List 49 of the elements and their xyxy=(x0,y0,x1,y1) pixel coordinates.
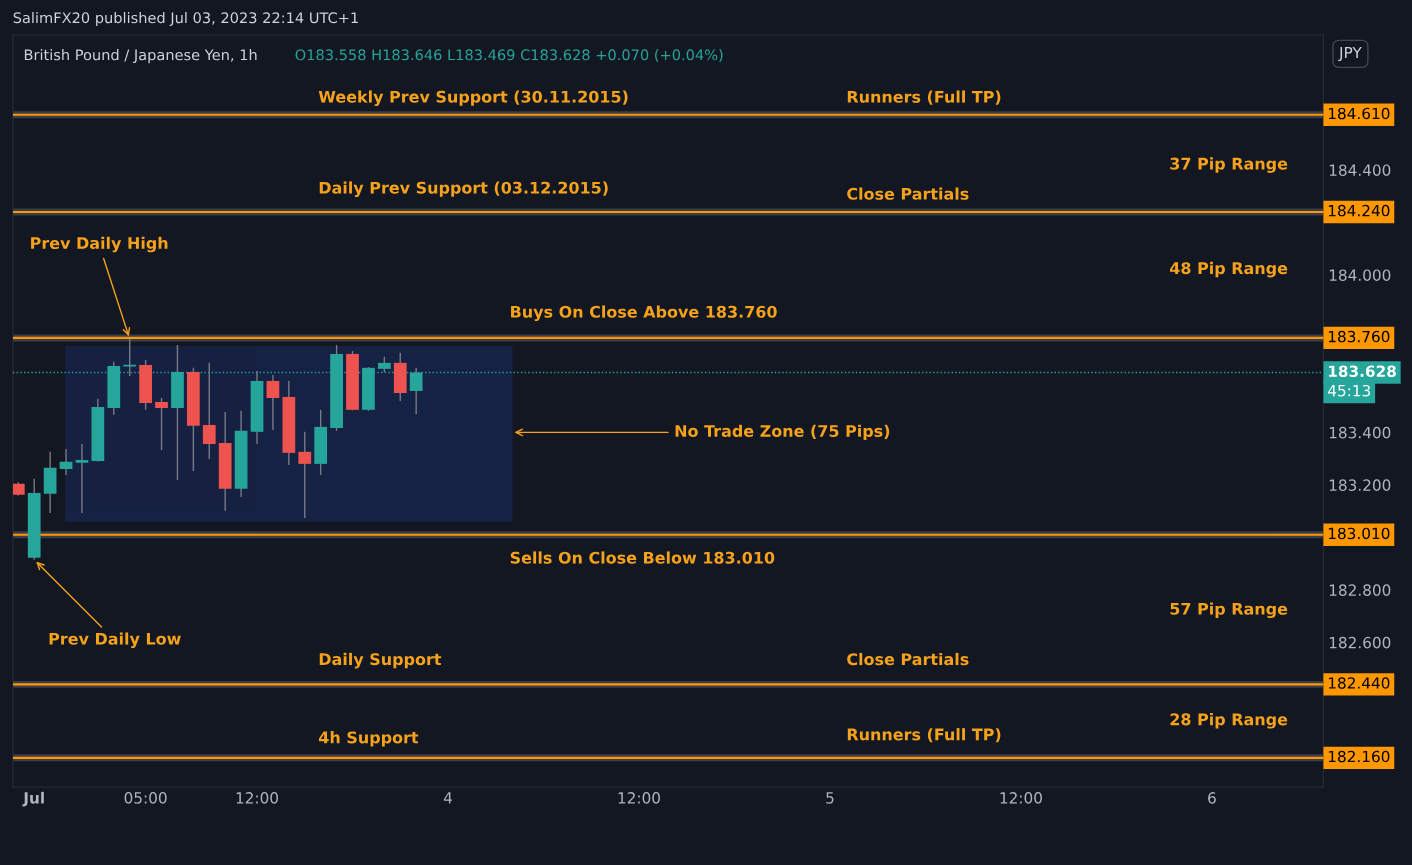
ref-line-label: 184.240 xyxy=(1328,204,1390,217)
x-tick-label: 12:00 xyxy=(1000,792,1042,804)
annotation: Prev Daily High xyxy=(31,236,168,253)
text: British Pound / Japanese Yen, 1h xyxy=(24,49,257,64)
annotation: 57 Pip Range xyxy=(1170,602,1288,619)
ref-line-label: 183.628 xyxy=(1328,365,1396,377)
annotation: Close Partials xyxy=(847,652,969,666)
x-tick-label: 6 xyxy=(1208,792,1216,804)
ref-line-label: 182.160 xyxy=(1328,750,1390,763)
candlestick xyxy=(266,374,280,431)
annotation: Sells On Close Below 183.010 xyxy=(510,551,775,564)
y-tick-label: 183.400 xyxy=(1329,426,1391,439)
ref-line-label: 182.440 xyxy=(1328,677,1390,689)
annotation: Daily Prev Support (03.12.2015) xyxy=(319,181,608,197)
y-tick-label: 184.400 xyxy=(1329,164,1391,176)
candlestick xyxy=(298,431,312,519)
x-tick-label: 12:00 xyxy=(618,792,660,804)
x-tick-label: 5 xyxy=(826,792,834,804)
x-tick-label: 12:00 xyxy=(236,792,279,804)
x-tick-label: 4 xyxy=(443,792,452,804)
candlestick xyxy=(59,448,73,476)
annotation: Weekly Prev Support (30.11.2015) xyxy=(318,90,628,106)
text: 45:13 xyxy=(1328,384,1371,397)
annotation: 4h Support xyxy=(319,731,419,747)
ref-line-label: 183.010 xyxy=(1328,527,1390,540)
annotation: 48 Pip Range xyxy=(1169,261,1288,278)
text: O183.558 H183.646 L183.469 C183.628 +0.070 (+0.04%) xyxy=(295,49,723,63)
y-tick-label: 182.800 xyxy=(1329,584,1391,596)
ref-line-label: 183.760 xyxy=(1328,330,1390,343)
annotation: No Trade Zone (75 Pips) xyxy=(675,424,890,441)
annotation: Runners (Full TP) xyxy=(847,728,1001,743)
y-tick-label: 183.200 xyxy=(1329,479,1391,491)
candlestick xyxy=(75,443,89,514)
annotation: 28 Pip Range xyxy=(1170,713,1288,729)
x-tick-label: 05:00 xyxy=(124,792,167,804)
y-tick-label: 184.000 xyxy=(1329,269,1391,281)
text: SalimFX20 published Jul 03, 2023 22:14 UTC+1 xyxy=(13,11,358,27)
candlestick xyxy=(155,397,168,451)
ref-line-label: 184.610 xyxy=(1328,107,1390,120)
annotation: Runners (Full TP) xyxy=(847,90,1001,105)
annotation: Close Partials xyxy=(847,187,969,200)
annotation: Prev Daily Low xyxy=(49,632,181,649)
annotation: 37 Pip Range xyxy=(1170,157,1288,173)
annotation: Buys On Close Above 183.760 xyxy=(511,305,777,322)
candlestick xyxy=(202,362,216,460)
text: JPY xyxy=(1338,46,1362,62)
x-tick-label: Jul xyxy=(22,791,44,807)
annotation: Daily Support xyxy=(319,652,442,669)
y-tick-label: 182.600 xyxy=(1329,636,1391,649)
